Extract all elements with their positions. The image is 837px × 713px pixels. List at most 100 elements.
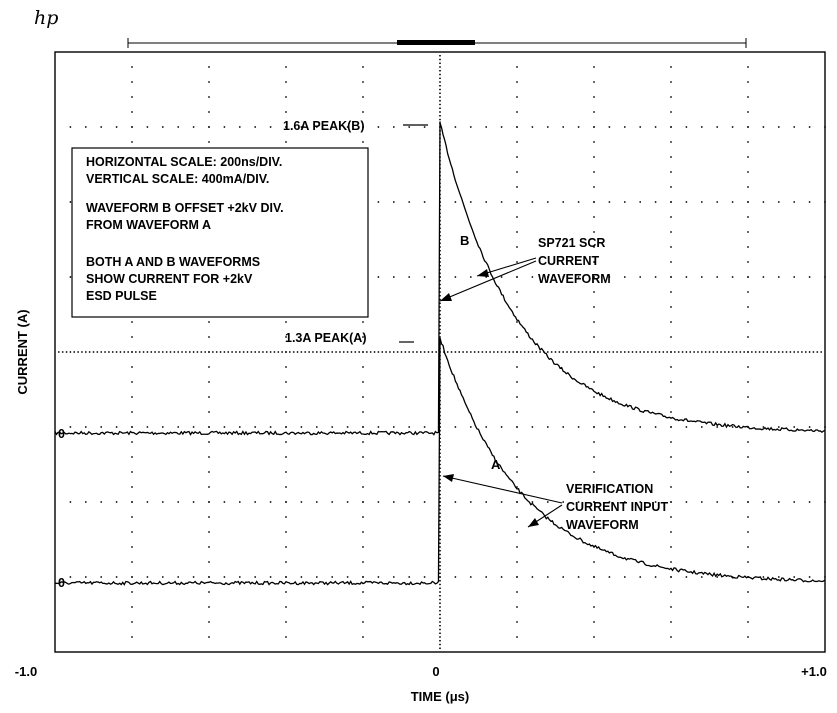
grid-dot: [111, 351, 114, 353]
grid-dot: [331, 126, 334, 128]
grid-dot: [731, 426, 734, 428]
grid-dot: [516, 201, 518, 203]
grid-dot: [747, 156, 749, 158]
grid-dot: [666, 351, 669, 353]
grid-dot: [269, 351, 272, 353]
grid-dot: [516, 561, 518, 563]
grid-dot: [131, 381, 133, 383]
grid-dot: [654, 501, 657, 503]
grid-dot: [808, 576, 811, 578]
grid-dot: [392, 426, 395, 428]
grid-dot: [115, 126, 118, 128]
grid-dot: [265, 351, 268, 353]
grid-dot: [84, 501, 87, 503]
grid-dot: [439, 54, 441, 57]
grid-dot: [527, 351, 530, 353]
grid-dot: [439, 613, 441, 616]
grid-dot: [285, 396, 287, 398]
grid-dot: [208, 546, 210, 548]
grid-dot: [639, 426, 642, 428]
grid-dot: [731, 201, 734, 203]
grid-dot: [354, 351, 357, 353]
grid-dot: [115, 576, 118, 578]
grid-dot: [100, 501, 103, 503]
grid-dot: [685, 201, 688, 203]
grid-dot: [238, 576, 241, 578]
grid-dot: [793, 501, 796, 503]
grid-dot: [500, 126, 503, 128]
grid-dot: [285, 366, 287, 368]
grid-dot: [747, 276, 749, 278]
grid-dot: [747, 486, 749, 488]
grid-dot: [439, 568, 441, 571]
grid-dot: [639, 201, 642, 203]
grid-dot: [238, 501, 241, 503]
grid-dot: [408, 276, 411, 278]
grid-dot: [485, 351, 488, 353]
grid-dot: [208, 411, 210, 413]
grid-dot: [331, 351, 334, 353]
x-tick-label: -1.0: [15, 664, 37, 679]
grid-dot: [504, 351, 507, 353]
grid-dot: [439, 73, 441, 76]
grid-dot: [346, 351, 349, 353]
grid-dot: [342, 351, 345, 353]
grid-dot: [516, 276, 518, 278]
grid-dot: [593, 171, 595, 173]
grid-dot: [593, 246, 595, 248]
grid-dot: [250, 351, 253, 353]
grid-dot: [670, 261, 672, 263]
grid-dot: [808, 201, 811, 203]
grid-dot: [758, 351, 761, 353]
grid-dot: [208, 576, 210, 578]
grid-dot: [362, 411, 364, 413]
grid-dot: [562, 501, 565, 503]
grid-dot: [608, 426, 611, 428]
grid-dot: [747, 96, 749, 98]
grid-dot: [131, 561, 133, 563]
grid-dot: [439, 58, 441, 61]
grid-dot: [546, 501, 549, 503]
grid-dot: [142, 351, 145, 353]
grid-dot: [211, 351, 214, 353]
grid-dot: [285, 81, 287, 83]
grid-dot: [670, 96, 672, 98]
grid-dot: [623, 201, 626, 203]
grid-dot: [747, 396, 749, 398]
grid-dot: [258, 351, 260, 353]
grid-dot: [589, 351, 592, 353]
grid-dot: [127, 351, 130, 353]
grid-dot: [670, 321, 672, 323]
grid-dot: [254, 426, 257, 428]
grid: [57, 54, 826, 650]
grid-dot: [670, 291, 672, 293]
grid-dot: [747, 606, 749, 608]
x-tick-label: 0: [432, 664, 439, 679]
grid-dot: [747, 351, 749, 353]
grid-dot: [439, 111, 441, 113]
grid-dot: [408, 201, 411, 203]
grid-dot: [362, 111, 364, 113]
grid-dot: [546, 351, 549, 353]
grid-dot: [577, 501, 580, 503]
grid-dot: [131, 126, 133, 128]
grid-dot: [546, 126, 549, 128]
grid-dot: [516, 426, 518, 428]
grid-dot: [639, 351, 642, 353]
grid-dot: [593, 156, 595, 158]
grid-dot: [131, 516, 133, 518]
grid-dot: [516, 621, 518, 623]
annotation-text: VERIFICATION: [566, 482, 653, 496]
grid-dot: [477, 351, 480, 353]
grid-dot: [623, 276, 626, 278]
grid-dot: [73, 351, 76, 353]
series-label-b: B: [460, 233, 469, 248]
grid-dot: [747, 111, 749, 113]
grid-dot: [408, 501, 411, 503]
grid-dot: [185, 351, 187, 353]
grid-dot: [285, 546, 287, 548]
grid-dot: [593, 291, 595, 293]
grid-dot: [131, 486, 133, 488]
grid-dot: [516, 261, 518, 263]
